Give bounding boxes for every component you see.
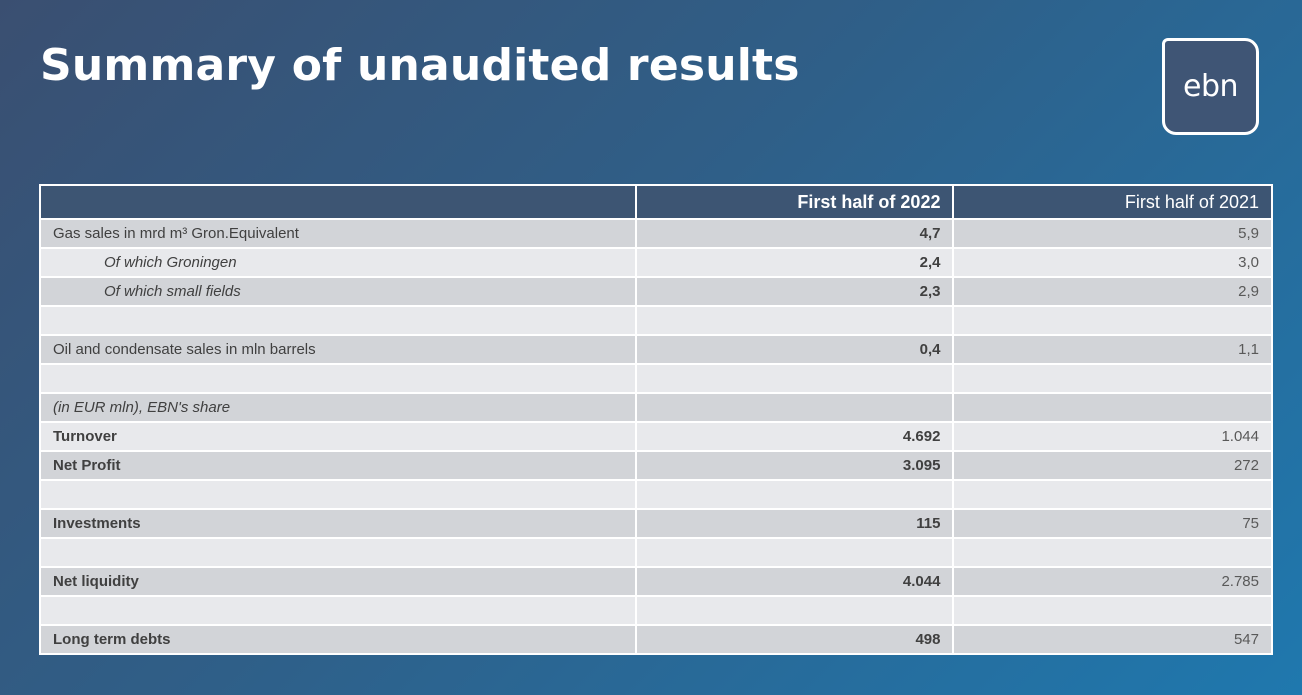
- value-2022: [636, 597, 953, 624]
- table-row: Gas sales in mrd m³ Gron.Equivalent 4,7 …: [41, 220, 1271, 247]
- value-2022: 3.095: [636, 452, 953, 479]
- value-2021: 5,9: [954, 220, 1271, 247]
- row-label: Gas sales in mrd m³ Gron.Equivalent: [41, 220, 635, 247]
- value-2021: 3,0: [954, 249, 1271, 276]
- value-2021: [954, 597, 1271, 624]
- value-2022: 2,3: [636, 278, 953, 305]
- table-row-spacer: [41, 481, 1271, 508]
- header-first-half-2021: First half of 2021: [954, 186, 1271, 218]
- table-row: Of which Groningen 2,4 3,0: [41, 249, 1271, 276]
- ebn-logo: ebn: [1162, 38, 1259, 135]
- value-2021: [954, 307, 1271, 334]
- table-row: (in EUR mln), EBN's share: [41, 394, 1271, 421]
- value-2022: [636, 481, 953, 508]
- row-label: Long term debts: [41, 626, 635, 653]
- row-label: [41, 365, 635, 392]
- value-2022: 4.044: [636, 568, 953, 595]
- value-2021: 2,9: [954, 278, 1271, 305]
- row-label: Of which small fields: [41, 278, 635, 305]
- value-2022: 4.692: [636, 423, 953, 450]
- row-label: Net Profit: [41, 452, 635, 479]
- value-2021: [954, 365, 1271, 392]
- value-2021: 1.044: [954, 423, 1271, 450]
- header-row: First half of 2022 First half of 2021: [41, 186, 1271, 218]
- table-row-spacer: [41, 597, 1271, 624]
- table-row-spacer: [41, 307, 1271, 334]
- table-row: Long term debts 498 547: [41, 626, 1271, 653]
- table-row: Net liquidity 4.044 2.785: [41, 568, 1271, 595]
- value-2021: 547: [954, 626, 1271, 653]
- table-row: Net Profit 3.095 272: [41, 452, 1271, 479]
- row-label: [41, 481, 635, 508]
- row-label: [41, 597, 635, 624]
- row-label: Investments: [41, 510, 635, 537]
- value-2022: 4,7: [636, 220, 953, 247]
- logo-text: ebn: [1182, 69, 1239, 104]
- value-2022: [636, 307, 953, 334]
- value-2021: 75: [954, 510, 1271, 537]
- results-table: First half of 2022 First half of 2021 Ga…: [39, 184, 1273, 655]
- table-row-spacer: [41, 539, 1271, 566]
- row-label: Oil and condensate sales in mln barrels: [41, 336, 635, 363]
- table-row: Of which small fields 2,3 2,9: [41, 278, 1271, 305]
- row-label: Turnover: [41, 423, 635, 450]
- row-label: [41, 307, 635, 334]
- table-row-spacer: [41, 365, 1271, 392]
- table-row: Investments 115 75: [41, 510, 1271, 537]
- value-2021: [954, 394, 1271, 421]
- value-2021: 1,1: [954, 336, 1271, 363]
- page-title: Summary of unaudited results: [40, 40, 800, 91]
- row-label: (in EUR mln), EBN's share: [41, 394, 635, 421]
- value-2021: [954, 481, 1271, 508]
- value-2022: 0,4: [636, 336, 953, 363]
- value-2021: [954, 539, 1271, 566]
- value-2022: [636, 365, 953, 392]
- value-2022: 2,4: [636, 249, 953, 276]
- row-label: Net liquidity: [41, 568, 635, 595]
- value-2022: 115: [636, 510, 953, 537]
- value-2022: [636, 539, 953, 566]
- value-2021: 272: [954, 452, 1271, 479]
- header-label-column: [41, 186, 635, 218]
- header-first-half-2022: First half of 2022: [636, 186, 953, 218]
- value-2022: [636, 394, 953, 421]
- row-label: [41, 539, 635, 566]
- table-row: Turnover 4.692 1.044: [41, 423, 1271, 450]
- row-label: Of which Groningen: [41, 249, 635, 276]
- value-2021: 2.785: [954, 568, 1271, 595]
- value-2022: 498: [636, 626, 953, 653]
- table-row: Oil and condensate sales in mln barrels …: [41, 336, 1271, 363]
